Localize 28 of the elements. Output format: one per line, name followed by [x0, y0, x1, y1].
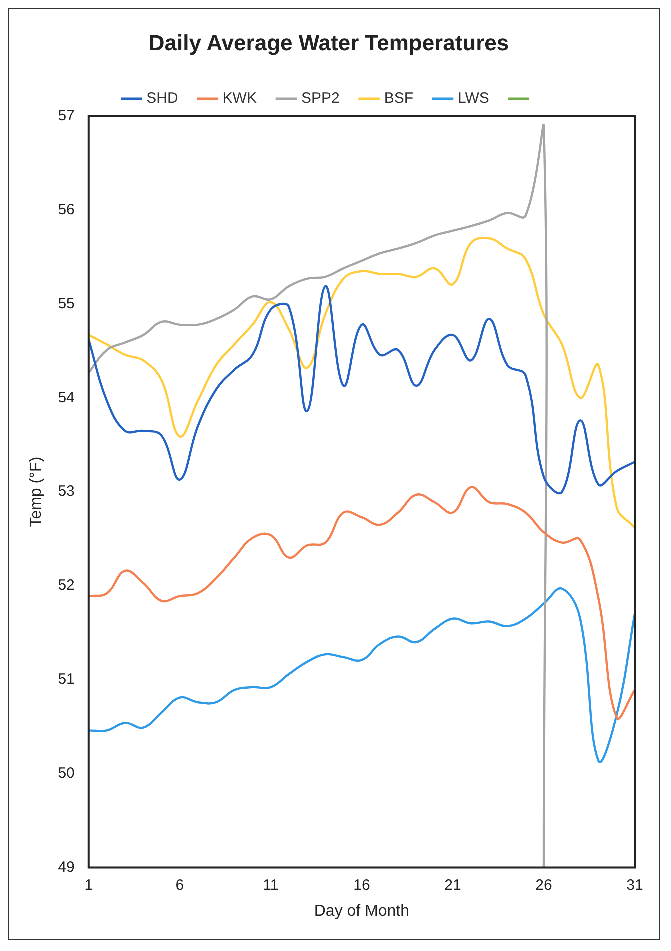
- y-tick-label: 55: [58, 295, 75, 312]
- line-series: [88, 236, 635, 529]
- y-tick-label: 52: [58, 577, 75, 594]
- x-tick-label: 1: [84, 876, 94, 894]
- x-tick-label: 6: [176, 876, 184, 894]
- legend-label: SHD: [146, 90, 178, 108]
- y-tick-label: 49: [58, 858, 75, 876]
- x-tick-label: 26: [536, 876, 552, 894]
- legend-label: SPP2: [301, 90, 340, 108]
- legend-label: LWS: [458, 90, 490, 108]
- y-tick-label: 57: [58, 108, 75, 125]
- line-series: [88, 588, 635, 762]
- x-tick-label: 11: [263, 876, 279, 894]
- y-axis-title: Temp (°F): [28, 456, 46, 528]
- line-series: [88, 285, 635, 494]
- y-tick-label: 50: [58, 765, 75, 782]
- y-tick-label: 54: [58, 389, 75, 406]
- x-axis-title: Day of Month: [314, 902, 410, 920]
- legend-label: KWK: [222, 90, 257, 108]
- legend-label: BSF: [384, 90, 414, 108]
- y-tick-label: 53: [58, 483, 75, 500]
- x-tick-label: 31: [626, 876, 644, 894]
- y-tick-label: 51: [58, 671, 75, 688]
- x-tick-label: 21: [444, 876, 462, 894]
- y-tick-label: 56: [58, 201, 75, 218]
- chart-title: Daily Average Water Temperatures: [148, 30, 510, 56]
- line-series: [88, 486, 635, 719]
- x-tick-label: 16: [354, 876, 370, 894]
